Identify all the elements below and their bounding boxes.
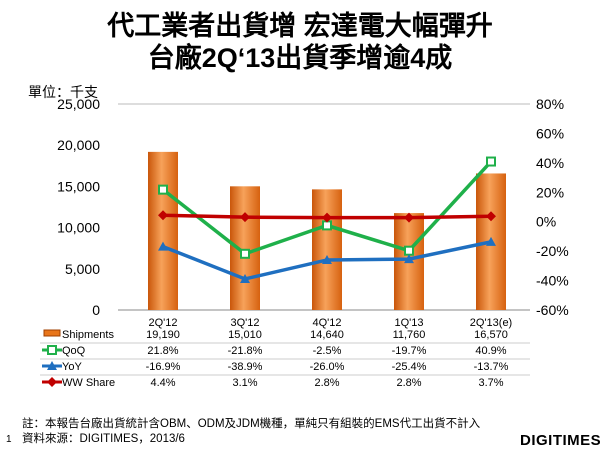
legend-label: Shipments — [62, 329, 114, 341]
category-label: 1Q'13 — [394, 317, 423, 329]
table-cell: 21.8% — [147, 345, 178, 357]
point-yoy — [158, 241, 168, 251]
right-tick-label: 0% — [536, 214, 556, 230]
legend-key-shipments — [43, 329, 61, 337]
point-yoy — [404, 254, 414, 264]
right-tick-label: 60% — [536, 125, 564, 141]
point-qoq — [404, 245, 414, 256]
category-label: 4Q'12 — [312, 317, 341, 329]
bar-shipments — [312, 189, 342, 310]
point-ww-share — [404, 212, 414, 223]
table-cell: 19,190 — [146, 329, 180, 341]
table-cell: -26.0% — [310, 361, 345, 373]
table-cell: 3.7% — [478, 377, 503, 389]
point-qoq — [158, 184, 168, 195]
right-tick-label: 40% — [536, 155, 564, 171]
legend-label: QoQ — [62, 345, 86, 357]
legend-key-marker — [47, 345, 57, 355]
legend-label: YoY — [62, 361, 82, 373]
category-label: 2Q'12 — [148, 317, 177, 329]
bar-shipments — [230, 186, 260, 310]
table-cell: 11,760 — [393, 329, 426, 341]
table-cell: 15,010 — [228, 329, 262, 341]
right-tick-label: -60% — [536, 302, 569, 318]
table-cell: 4.4% — [150, 377, 175, 389]
table-cell: -13.7% — [474, 361, 509, 373]
footnote: 註：本報告台廠出貨統計含OBM、ODM及JDM機種，單純只有組裝的EMS代工出貨… — [22, 418, 481, 430]
digitimes-logo: DIGITIMES — [520, 432, 600, 449]
left-tick-label: 10,000 — [57, 220, 100, 236]
table-cell: 2.8% — [314, 377, 339, 389]
table-cell: -2.5% — [313, 345, 342, 357]
left-tick-label: 25,000 — [57, 96, 100, 112]
point-ww-share — [158, 210, 168, 221]
legend-key-marker — [47, 377, 57, 387]
right-tick-label: -20% — [536, 243, 569, 259]
point-yoy — [322, 254, 332, 264]
point-yoy — [240, 273, 250, 283]
category-label: 3Q'12 — [230, 317, 259, 329]
right-tick-label: -40% — [536, 273, 569, 289]
table-cell: -16.9% — [146, 361, 181, 373]
right-tick-label: 20% — [536, 184, 564, 200]
point-yoy — [486, 236, 496, 246]
left-tick-label: 15,000 — [57, 178, 100, 194]
legend-label: WW Share — [62, 377, 115, 389]
legend-key-marker — [47, 361, 57, 370]
point-qoq — [486, 156, 496, 167]
right-tick-label: 80% — [536, 96, 564, 112]
table-cell: 16,570 — [474, 329, 508, 341]
table-cell: -21.8% — [228, 345, 263, 357]
left-tick-label: 20,000 — [57, 137, 100, 153]
table-cell: -38.9% — [228, 361, 263, 373]
table-cell: -25.4% — [392, 361, 427, 373]
title-line-2: 台廠2Q‘13出貨季增逾4成 — [147, 43, 453, 73]
title-line-1: 代工業者出貨增 宏達電大幅彈升 — [107, 11, 493, 41]
source: 資料來源：DIGITIMES，2013/6 — [22, 433, 185, 445]
table-cell: 2.8% — [396, 377, 421, 389]
bar-shipments — [148, 151, 178, 310]
point-ww-share — [486, 211, 496, 222]
table-cell: 40.9% — [475, 345, 506, 357]
unit-label: 單位：千支 — [28, 84, 98, 100]
table-cell: 14,640 — [310, 329, 344, 341]
table-cell: 3.1% — [232, 377, 257, 389]
page-number: 1 — [6, 434, 12, 445]
table-cell: -19.7% — [392, 345, 427, 357]
left-tick-label: 5,000 — [65, 261, 100, 277]
point-qoq — [240, 248, 250, 259]
left-tick-label: 0 — [92, 302, 100, 318]
point-ww-share — [240, 212, 250, 223]
point-ww-share — [322, 212, 332, 223]
category-label: 2Q'13(e) — [470, 317, 512, 329]
